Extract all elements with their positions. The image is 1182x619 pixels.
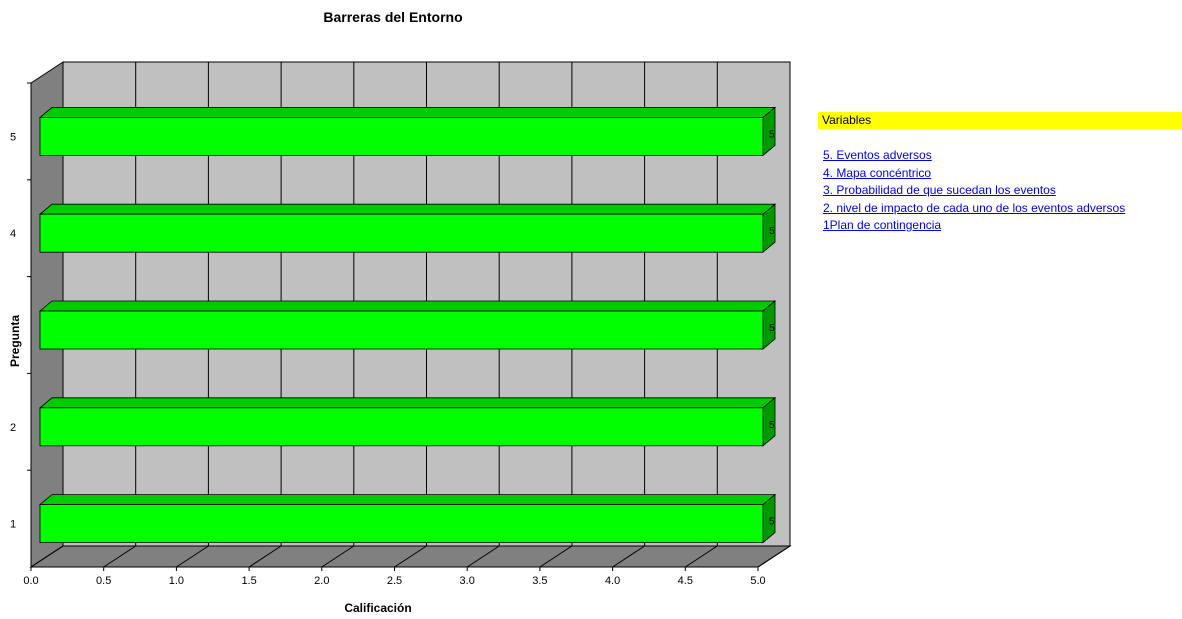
- floor-gridline: [321, 545, 355, 568]
- legend-header: Variables: [818, 112, 1182, 129]
- y-tick-label: 2: [10, 422, 16, 434]
- x-tick-label: 0.5: [96, 575, 111, 587]
- bar-front-face: [39, 407, 764, 447]
- x-tick-label: 5.0: [750, 575, 765, 587]
- legend-link[interactable]: 5. Eventos adversos: [823, 148, 932, 162]
- y-tick-label: 5: [10, 131, 16, 143]
- floor-gridline: [248, 545, 282, 568]
- bar-top-face: [38, 107, 777, 118]
- chart-title: Barreras del Entorno: [323, 9, 462, 25]
- legend-link[interactable]: 3. Probabilidad de que sucedan los event…: [823, 183, 1056, 197]
- bar: 5: [38, 203, 777, 254]
- bar-top-face: [38, 203, 777, 215]
- y-tick-label: 4: [10, 228, 16, 240]
- floor-gridline: [176, 545, 209, 568]
- legend: Variables 5. Eventos adversos 4. Mapa co…: [818, 112, 1182, 235]
- x-tick-label: 1.5: [241, 575, 256, 587]
- x-tick-label: 2.0: [314, 575, 329, 587]
- bar-data-label: 5: [769, 226, 775, 237]
- floor-gridline: [30, 545, 64, 568]
- legend-link[interactable]: 4. Mapa concéntrico: [823, 165, 932, 180]
- bar-front-face: [39, 213, 764, 253]
- floor-gridline: [103, 545, 136, 568]
- bar: 5: [38, 493, 777, 544]
- bar: 5: [38, 106, 777, 157]
- x-tick-label: 0.0: [23, 575, 38, 587]
- bar-top-face: [38, 494, 777, 506]
- x-axis-title: Calificación: [344, 601, 411, 615]
- x-tick-label: 3.0: [460, 575, 475, 587]
- bar-data-label: 5: [769, 129, 775, 140]
- bar: 5: [38, 300, 777, 350]
- y-tick-label: 1: [10, 519, 16, 531]
- bar-front-face: [39, 117, 764, 156]
- legend-links: 5. Eventos adversos 4. Mapa concéntrico …: [818, 147, 1182, 235]
- legend-link[interactable]: 2. nivel de impacto de cada uno de los e…: [823, 200, 1126, 215]
- floor-gridline: [757, 545, 791, 568]
- x-tick-label: 4.5: [678, 575, 693, 587]
- x-tick-label: 4.0: [605, 575, 620, 587]
- x-tick-label: 3.5: [532, 575, 547, 587]
- bar-top-face: [38, 300, 777, 312]
- x-tick-label: 2.5: [387, 575, 402, 587]
- legend-link[interactable]: 1Plan de contingencia: [823, 218, 942, 232]
- floor-gridline: [539, 545, 573, 568]
- bar-data-label: 5: [769, 420, 775, 431]
- bar-data-label: 5: [769, 517, 775, 528]
- bar-front-face: [39, 310, 764, 350]
- bar-front-face: [39, 504, 764, 544]
- bar: 5: [38, 396, 777, 447]
- bar-chart: Barreras del Entorno Calificación Pregun…: [8, 9, 792, 615]
- bar-top-face: [38, 397, 777, 409]
- floor-gridline: [466, 545, 500, 568]
- y-axis-title: Pregunta: [8, 315, 22, 367]
- bar-data-label: 5: [769, 323, 775, 334]
- plot-area: 0.0 0.5 1.0 1.5 2.0 2.5 3.0 3.5 4.0 4.5 5.0 1 5 2 5 5 4 5…: [10, 61, 792, 587]
- x-tick-label: 1.0: [169, 575, 184, 587]
- floor-gridline: [685, 545, 718, 568]
- floor-gridline: [612, 545, 645, 568]
- floor-gridline: [394, 545, 427, 568]
